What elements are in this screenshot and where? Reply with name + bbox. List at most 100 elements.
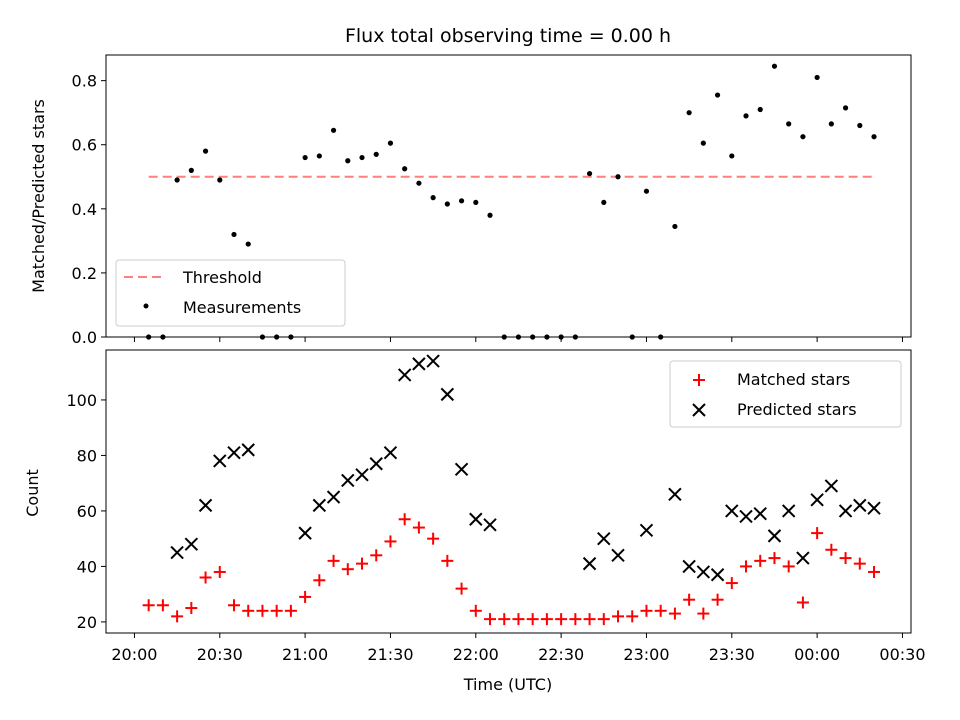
predicted-star-point <box>682 559 696 574</box>
matched-star-point <box>868 565 881 578</box>
predicted-star-point <box>483 518 497 532</box>
matched-star-point <box>270 604 283 617</box>
predicted-star-point <box>838 504 853 518</box>
measurement-point <box>302 154 308 161</box>
top-y-tick-label: 0.2 <box>72 264 97 283</box>
matched-star-point <box>284 604 297 617</box>
matched-star-point <box>526 613 539 626</box>
measurement-point <box>359 154 365 161</box>
matched-star-point <box>654 604 667 617</box>
measurement-point <box>473 199 479 206</box>
measurement-point <box>672 223 678 230</box>
top-y-tick-label: 0.4 <box>72 200 97 219</box>
measurement-point <box>786 121 792 127</box>
matched-star-point <box>754 554 767 567</box>
bottom-x-tick-label: 00:00 <box>794 645 840 664</box>
matched-star-point <box>569 613 582 626</box>
matched-legend-swatch <box>693 374 705 386</box>
measurement-point <box>231 231 237 238</box>
predicted-star-point <box>696 565 711 579</box>
matched-star-point <box>668 607 681 620</box>
measurement-point <box>444 201 450 207</box>
matched-star-point <box>313 574 326 587</box>
matched-star-point <box>441 554 454 567</box>
matched-star-point <box>498 613 511 626</box>
bottom-y-ticks: 20 40 60 80 100 <box>66 391 106 632</box>
predicted-star-point <box>312 498 327 513</box>
bottom-x-ticks: 20:00 20:30 21:00 21:30 22:00 22:30 23:00 23:30… <box>111 633 926 664</box>
measurements-legend-label: Measurements <box>183 298 301 317</box>
measurement-point <box>743 113 749 119</box>
measurement-point <box>188 167 194 173</box>
measurement-point <box>245 241 251 247</box>
bottom-x-tick-label: 20:00 <box>111 645 157 664</box>
measurement-point <box>174 177 180 183</box>
measurement-point <box>402 166 408 172</box>
matched-star-point <box>156 599 169 612</box>
matched-star-point <box>740 560 753 573</box>
bottom-legend: Matched stars Predicted stars <box>669 360 902 428</box>
matched-star-point <box>412 521 425 534</box>
predicted-star-point <box>781 504 796 518</box>
matched-star-point <box>171 610 184 623</box>
measurement-point <box>345 158 351 164</box>
bottom-y-tick-label: 20 <box>77 613 97 632</box>
matched-star-point <box>796 596 809 609</box>
matched-star-point <box>341 563 354 576</box>
matched-star-point <box>725 577 738 590</box>
top-panel: Flux total observing time = 0.00 h Match… <box>29 25 912 347</box>
predicted-star-point <box>582 556 597 571</box>
top-legend-box <box>115 259 346 327</box>
top-y-tick-label: 0.0 <box>72 328 97 347</box>
measurement-point <box>330 127 337 133</box>
predicted-star-point <box>739 509 753 524</box>
predicted-star-point <box>397 368 412 382</box>
measurement-point <box>601 199 607 206</box>
matched-star-point <box>697 607 710 620</box>
measurement-point <box>714 92 721 98</box>
predicted-star-point <box>412 357 426 371</box>
matched-star-point <box>555 613 568 626</box>
measurement-point <box>828 121 834 127</box>
measurement-point <box>871 134 877 140</box>
matched-star-point <box>213 565 226 578</box>
measurement-point <box>814 74 820 81</box>
bottom-plot-frame <box>105 349 912 634</box>
matched-star-point <box>199 571 212 584</box>
predicted-star-point <box>454 462 469 477</box>
predicted-star-point <box>227 445 241 460</box>
measurements-series <box>146 63 877 340</box>
predicted-legend-label: Predicted stars <box>737 400 857 419</box>
predicted-star-point <box>867 501 881 515</box>
bottom-x-tick-label: 20:30 <box>197 645 243 664</box>
bottom-x-tick-label: 23:30 <box>709 645 755 664</box>
matched-star-point <box>484 613 497 626</box>
measurement-point <box>615 174 621 180</box>
matched-star-point <box>640 604 653 617</box>
measurement-point <box>643 188 650 194</box>
top-y-tick-label: 0.6 <box>72 136 97 155</box>
bottom-x-tick-label: 21:30 <box>367 645 413 664</box>
predicted-star-point <box>469 512 483 526</box>
measurement-point <box>729 153 735 159</box>
predicted-star-point <box>639 523 654 538</box>
measurement-point <box>487 212 493 218</box>
predicted-star-point <box>796 551 810 565</box>
matched-star-point <box>398 513 411 526</box>
bottom-y-tick-label: 40 <box>77 557 97 576</box>
bottom-y-axis-label: Count <box>23 469 42 517</box>
predicted-star-point <box>668 487 682 501</box>
measurement-point <box>458 198 465 204</box>
matched-star-point <box>512 613 525 626</box>
predicted-star-point <box>597 531 611 546</box>
predicted-stars-series <box>170 354 881 582</box>
matched-star-point <box>185 602 198 615</box>
bottom-x-tick-label: 00:30 <box>879 645 925 664</box>
measurement-point <box>800 134 806 140</box>
predicted-star-point <box>753 506 767 521</box>
top-y-tick-label: 0.8 <box>72 72 97 91</box>
predicted-star-point <box>710 568 725 582</box>
